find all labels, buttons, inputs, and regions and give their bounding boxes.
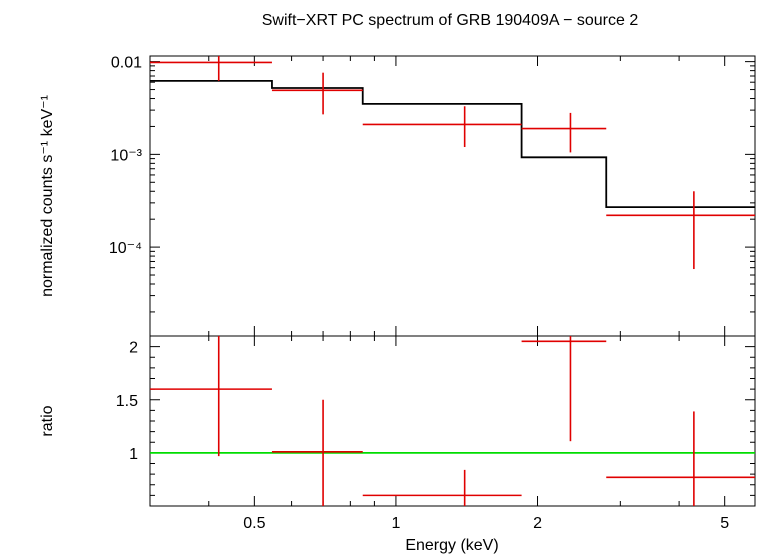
- x-axis-label: Energy (keV): [405, 537, 498, 554]
- ratio-panel-frame: [150, 336, 755, 506]
- y-tick-label: 1.5: [116, 393, 138, 410]
- ratio-y-axis-label: ratio: [39, 405, 56, 436]
- y-tick-label: 10⁻⁴: [109, 240, 142, 257]
- chart-title: Swift−XRT PC spectrum of GRB 190409A − s…: [262, 12, 639, 29]
- spectrum-panel: [150, 56, 755, 336]
- y-tick-label: 10⁻³: [110, 147, 142, 164]
- ratio-panel: [150, 336, 755, 506]
- x-tick-label: 5: [720, 515, 729, 532]
- model-step-line: [150, 81, 755, 207]
- y-tick-label: 2: [129, 340, 138, 357]
- x-tick-label: 1: [391, 515, 400, 532]
- x-tick-label: 2: [533, 515, 542, 532]
- y-tick-label: 1: [129, 446, 138, 463]
- y-tick-label: 0.01: [111, 55, 142, 72]
- spectrum-y-axis-label: normalized counts s⁻¹ keV⁻¹: [39, 95, 56, 297]
- x-tick-label: 0.5: [243, 515, 265, 532]
- spectrum-panel-frame: [150, 56, 755, 336]
